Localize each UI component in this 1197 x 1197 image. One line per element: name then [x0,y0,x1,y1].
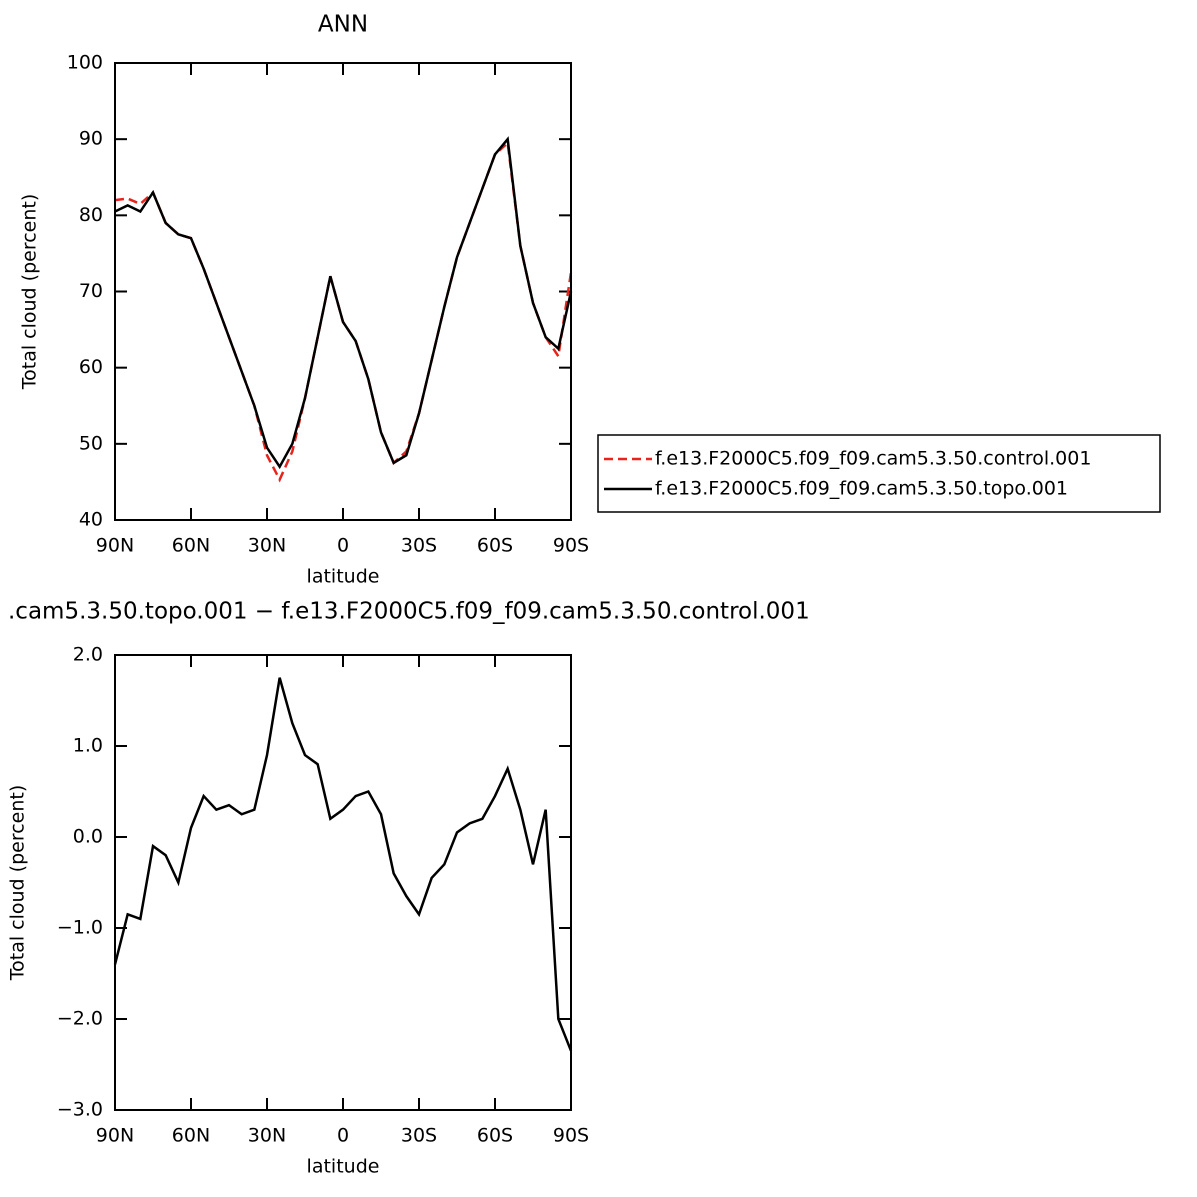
x-tick-label: 30N [248,535,286,557]
y-tick-label: 0.0 [73,826,103,848]
chart-title: .cam5.3.50.topo.001 − f.e13.F2000C5.f09_… [8,599,810,625]
x-tick-label: 0 [337,1125,349,1147]
x-tick-label: 60S [477,535,513,557]
y-axis-label: Total cloud (percent) [7,785,29,982]
x-tick-label: 90S [553,535,589,557]
x-tick-label: 30S [401,535,437,557]
legend-label: f.e13.F2000C5.f09_f09.cam5.3.50.topo.001 [655,478,1068,500]
y-tick-label: 40 [79,509,103,531]
x-tick-label: 60N [172,535,210,557]
y-tick-label: −3.0 [57,1099,103,1121]
y-axis-label: Total cloud (percent) [19,194,41,391]
y-tick-label: 80 [79,204,103,226]
x-tick-label: 0 [337,535,349,557]
data-line [114,136,573,470]
x-axis-label: latitude [307,566,380,588]
y-tick-label: 60 [79,356,103,378]
y-tick-label: −1.0 [57,917,103,939]
legend-label: f.e13.F2000C5.f09_f09.cam5.3.50.control.… [655,448,1091,470]
y-tick-label: 90 [79,128,103,150]
y-tick-label: 1.0 [73,735,103,757]
data-line [113,677,573,1052]
y-tick-label: 70 [79,280,103,302]
y-tick-label: −2.0 [57,1008,103,1030]
data-line [114,140,573,483]
plot-frame [114,654,572,1111]
plot-frame [114,62,572,521]
x-tick-label: 30N [248,1125,286,1147]
x-tick-label: 90S [553,1125,589,1147]
y-tick-label: 50 [79,432,103,454]
legend-box [597,434,1161,513]
y-tick-label: 100 [67,52,103,74]
x-tick-label: 60S [477,1125,513,1147]
x-axis-label: latitude [307,1156,380,1178]
x-tick-label: 60N [172,1125,210,1147]
y-tick-label: 2.0 [73,644,103,666]
chart-title: ANN [318,12,368,38]
x-tick-label: 90N [96,1125,134,1147]
x-tick-label: 90N [96,535,134,557]
x-tick-label: 30S [401,1125,437,1147]
